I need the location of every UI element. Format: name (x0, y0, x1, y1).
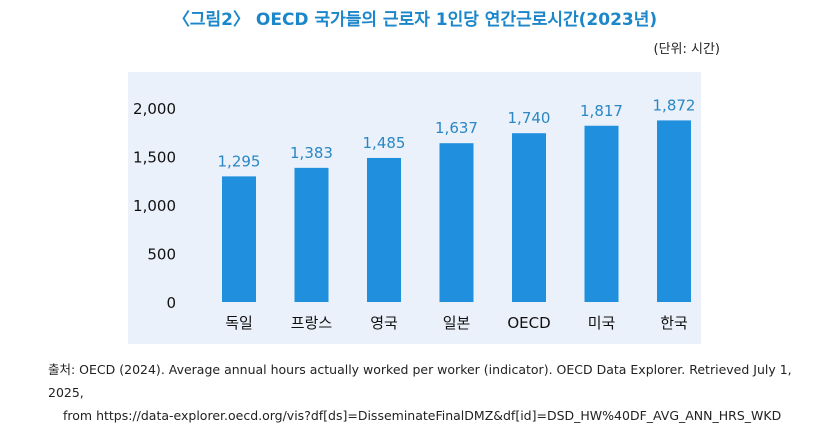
chart-panel: 0 500 1,000 1,500 2,000 1,295 독일 1,383 프랑스 1,485 영… (128, 72, 701, 344)
bar (512, 133, 546, 302)
data-label: 1,485 (363, 134, 406, 152)
y-tick-label: 1,500 (133, 149, 176, 167)
chart-title: 〈그림2〉 OECD 국가들의 근로자 1인당 연간근로시간(2023년) (172, 10, 658, 30)
data-label: 1,872 (653, 96, 696, 114)
x-tick-label: 한국 (660, 314, 688, 332)
y-tick-label: 2,000 (133, 100, 176, 118)
y-tick-label: 1,000 (133, 197, 176, 215)
data-label: 1,295 (218, 152, 261, 170)
y-tick-label: 500 (147, 246, 176, 264)
source-note: 출처: OECD (2024). Average annual hours ac… (48, 358, 808, 427)
bar (367, 157, 401, 302)
bar (584, 125, 619, 302)
x-tick-label: 독일 (225, 314, 253, 332)
bar (222, 176, 256, 302)
bar (439, 143, 474, 302)
unit-label: (단위: 시간) (653, 42, 721, 57)
bar (657, 120, 691, 302)
y-tick-label: 0 (166, 294, 176, 312)
x-tick-label: 영국 (370, 314, 398, 332)
x-tick-label: 일본 (443, 314, 471, 332)
data-label: 1,637 (435, 119, 478, 137)
source-line-1: 출처: OECD (2024). Average annual hours ac… (48, 362, 792, 400)
x-tick-label: OECD (507, 314, 550, 332)
data-label: 1,817 (580, 102, 623, 120)
x-tick-label: 프랑스 (291, 314, 333, 332)
bar (294, 167, 329, 302)
data-label: 1,383 (290, 144, 333, 162)
data-label: 1,740 (508, 109, 551, 127)
x-tick-label: 미국 (588, 314, 616, 332)
bar-chart: 0 500 1,000 1,500 2,000 1,295 독일 1,383 프랑스 1,485 영… (133, 96, 696, 332)
source-line-2: from https://data-explorer.oecd.org/vis?… (63, 408, 782, 423)
